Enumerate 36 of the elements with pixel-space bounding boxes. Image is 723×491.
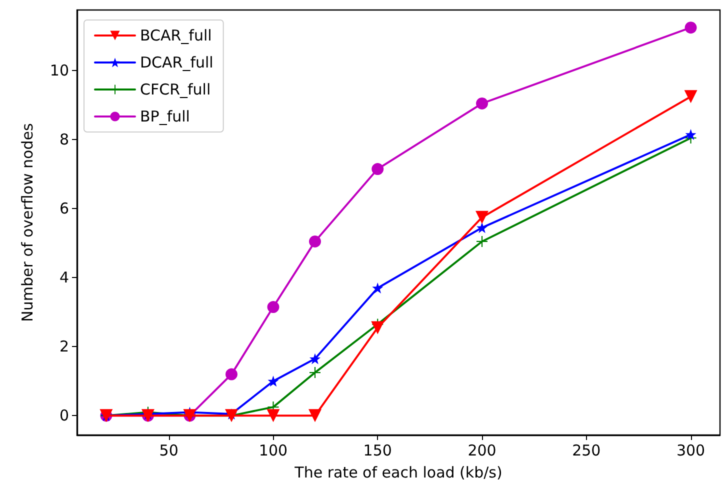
point <box>476 97 488 110</box>
x-tick-label: 200 <box>468 442 496 460</box>
point <box>371 321 384 334</box>
legend-label: BP_full <box>140 108 190 126</box>
point <box>308 409 322 422</box>
point <box>309 353 320 364</box>
x-axis-title: The rate of each load (kb/s) <box>294 464 502 482</box>
point <box>226 368 238 380</box>
point <box>266 409 280 422</box>
y-tick-label: 4 <box>59 268 69 287</box>
y-tick-label: 8 <box>59 130 69 149</box>
point <box>268 376 279 387</box>
x-tick-label: 50 <box>159 442 178 460</box>
point <box>476 222 488 234</box>
legend-label: BCAR_full <box>140 26 212 44</box>
x-tick-label: 100 <box>258 442 288 460</box>
legend-label: DCAR_full <box>140 54 214 72</box>
y-tick-label: 2 <box>59 338 69 356</box>
point <box>476 236 488 247</box>
legend-label: CFCR_full <box>140 80 211 98</box>
x-tick-label: 150 <box>363 442 392 460</box>
y-tick-label: 6 <box>59 200 69 218</box>
point <box>372 163 384 176</box>
y-tick-label: 10 <box>50 62 69 80</box>
point <box>684 22 697 34</box>
y-tick-label: 0 <box>59 406 69 425</box>
point <box>684 90 698 104</box>
point <box>685 129 696 140</box>
x-tick-label: 300 <box>676 442 706 460</box>
y-axis-title: Number of overflow nodes <box>18 123 36 322</box>
x-tick-label: 250 <box>572 442 601 460</box>
point <box>476 210 489 224</box>
point <box>309 235 321 248</box>
point <box>372 282 384 294</box>
point <box>309 367 320 378</box>
point <box>267 301 280 314</box>
